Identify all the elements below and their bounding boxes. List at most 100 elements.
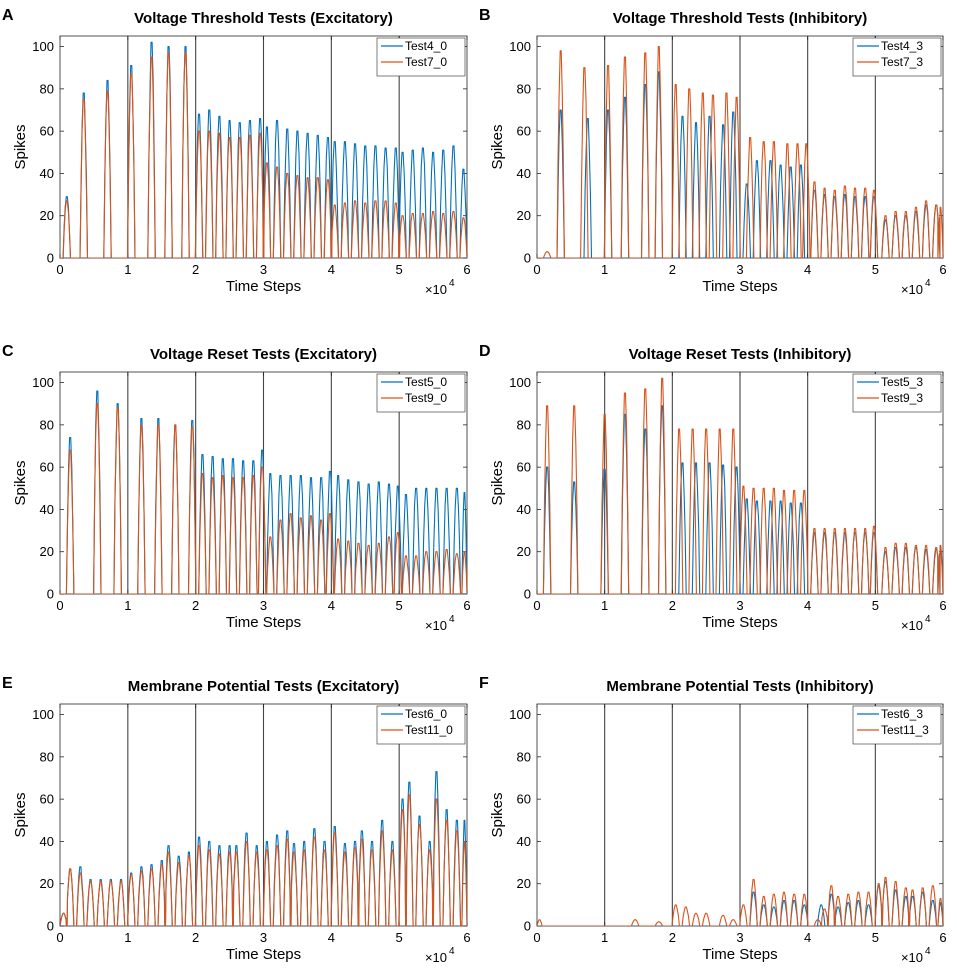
y-axis-label: Spikes (489, 460, 506, 505)
y-tick-label: 40 (40, 834, 54, 849)
panel-letter: A (2, 7, 14, 24)
y-tick-label: 60 (40, 792, 54, 807)
y-tick-label: 60 (517, 124, 531, 139)
x-tick-label: 1 (601, 930, 608, 945)
panel-e: E Membrane Potential Tests (Excitatory) 0 2… (2, 675, 471, 965)
x-tick-label: 4 (804, 262, 811, 277)
x-tick-label: 2 (669, 262, 676, 277)
x-tick-label: 5 (396, 262, 403, 277)
legend-label: Test6_0 (405, 707, 447, 721)
panel-a: A Voltage Threshold Tests (Excitatory)020… (2, 7, 471, 297)
x-tick-label: 6 (939, 930, 946, 945)
y-tick-label: 0 (524, 251, 531, 266)
series-group (60, 390, 467, 594)
y-tick-label: 60 (517, 460, 531, 475)
y-tick-label: 20 (40, 544, 54, 559)
x-multiplier-exponent: 4 (925, 614, 931, 625)
series-group (60, 771, 467, 926)
y-axis-label: Spikes (489, 792, 506, 837)
y-axis-label: Spikes (12, 124, 29, 169)
y-tick-label: 0 (47, 251, 54, 266)
y-tick-label: 40 (517, 834, 531, 849)
x-tick-label: 2 (669, 598, 676, 613)
y-tick-label: 40 (517, 166, 531, 181)
x-tick-label: 2 (192, 262, 199, 277)
y-tick-label: 80 (40, 417, 54, 432)
x-tick-label: 3 (736, 262, 743, 277)
x-tick-label: 3 (260, 262, 267, 277)
panel-letter: C (2, 343, 14, 360)
series-line-test9-0 (60, 403, 467, 594)
x-multiplier: ×10 (425, 618, 447, 633)
series-line-test6-3 (537, 881, 943, 926)
y-tick-label: 40 (40, 502, 54, 517)
x-tick-label: 3 (260, 598, 267, 613)
legend: Test6_3 Test11_3 (852, 705, 942, 745)
y-tick-label: 20 (517, 544, 531, 559)
x-tick-label: 6 (463, 930, 470, 945)
y-tick-label: 80 (517, 81, 531, 96)
x-tick-label: 4 (328, 598, 335, 613)
y-axis-label: Spikes (489, 124, 506, 169)
x-multiplier-exponent: 4 (449, 614, 455, 625)
x-tick-label: 0 (56, 598, 63, 613)
legend-box (376, 705, 466, 745)
legend-label: Test9_0 (405, 391, 447, 405)
x-tick-label: 0 (56, 262, 63, 277)
legend: Test4_0 Test7_0 (376, 37, 466, 77)
x-tick-label: 3 (736, 930, 743, 945)
legend-label: Test4_0 (405, 39, 447, 53)
legend-label: Test11_3 (881, 723, 929, 737)
legend-box (376, 373, 466, 413)
x-multiplier: ×10 (425, 950, 447, 965)
panel-letter: D (479, 343, 491, 360)
legend-label: Test5_3 (881, 375, 923, 389)
legend-label: Test4_3 (881, 39, 923, 53)
x-tick-label: 2 (192, 598, 199, 613)
y-tick-label: 100 (509, 39, 531, 54)
series-group (537, 46, 943, 258)
x-axis-label: Time Steps (702, 278, 777, 295)
panel-title: Voltage Threshold Tests (Inhibitory) (613, 10, 867, 27)
x-tick-label: 2 (192, 930, 199, 945)
y-tick-label: 100 (32, 39, 54, 54)
y-axis-label: Spikes (12, 792, 29, 837)
x-tick-label: 0 (533, 262, 540, 277)
y-tick-label: 40 (40, 166, 54, 181)
y-tick-label: 40 (517, 502, 531, 517)
x-axis-label: Time Steps (226, 278, 301, 295)
x-tick-label: 6 (939, 262, 946, 277)
y-tick-label: 80 (517, 417, 531, 432)
y-tick-label: 60 (517, 792, 531, 807)
legend-label: Test7_0 (405, 55, 447, 69)
y-tick-label: 60 (40, 124, 54, 139)
x-tick-label: 4 (328, 262, 335, 277)
series-group (537, 377, 943, 594)
x-tick-label: 5 (872, 930, 879, 945)
x-axis-label: Time Steps (702, 946, 777, 963)
panel-b: B Voltage Threshold Tests (Inhibitory)020… (479, 7, 947, 297)
legend: Test5_0 Test9_0 (376, 373, 466, 413)
panel-title: Voltage Reset Tests (Excitatory) (150, 346, 377, 363)
x-multiplier: ×10 (901, 618, 923, 633)
y-tick-label: 80 (517, 749, 531, 764)
legend-label: Test9_3 (881, 391, 923, 405)
x-tick-label: 0 (533, 598, 540, 613)
x-multiplier-exponent: 4 (449, 278, 455, 289)
y-tick-label: 100 (32, 375, 54, 390)
legend-label: Test11_0 (405, 723, 453, 737)
x-multiplier: ×10 (901, 282, 923, 297)
x-tick-label: 4 (328, 930, 335, 945)
x-tick-label: 6 (463, 598, 470, 613)
series-line-test7-3 (537, 46, 943, 258)
y-tick-label: 20 (517, 876, 531, 891)
x-tick-label: 5 (872, 598, 879, 613)
y-tick-label: 80 (40, 749, 54, 764)
panel-title: Voltage Reset Tests (Inhibitory) (629, 346, 852, 363)
x-tick-label: 1 (124, 930, 131, 945)
legend-box (376, 37, 466, 77)
legend: Test4_3 Test7_3 (852, 37, 942, 77)
panel-letter: E (2, 675, 13, 692)
x-multiplier: ×10 (425, 282, 447, 297)
